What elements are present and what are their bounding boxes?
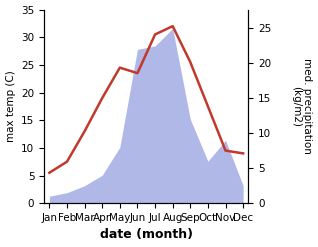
Y-axis label: med. precipitation
(kg/m2): med. precipitation (kg/m2) [291,59,313,154]
Y-axis label: max temp (C): max temp (C) [5,70,16,142]
X-axis label: date (month): date (month) [100,228,193,242]
